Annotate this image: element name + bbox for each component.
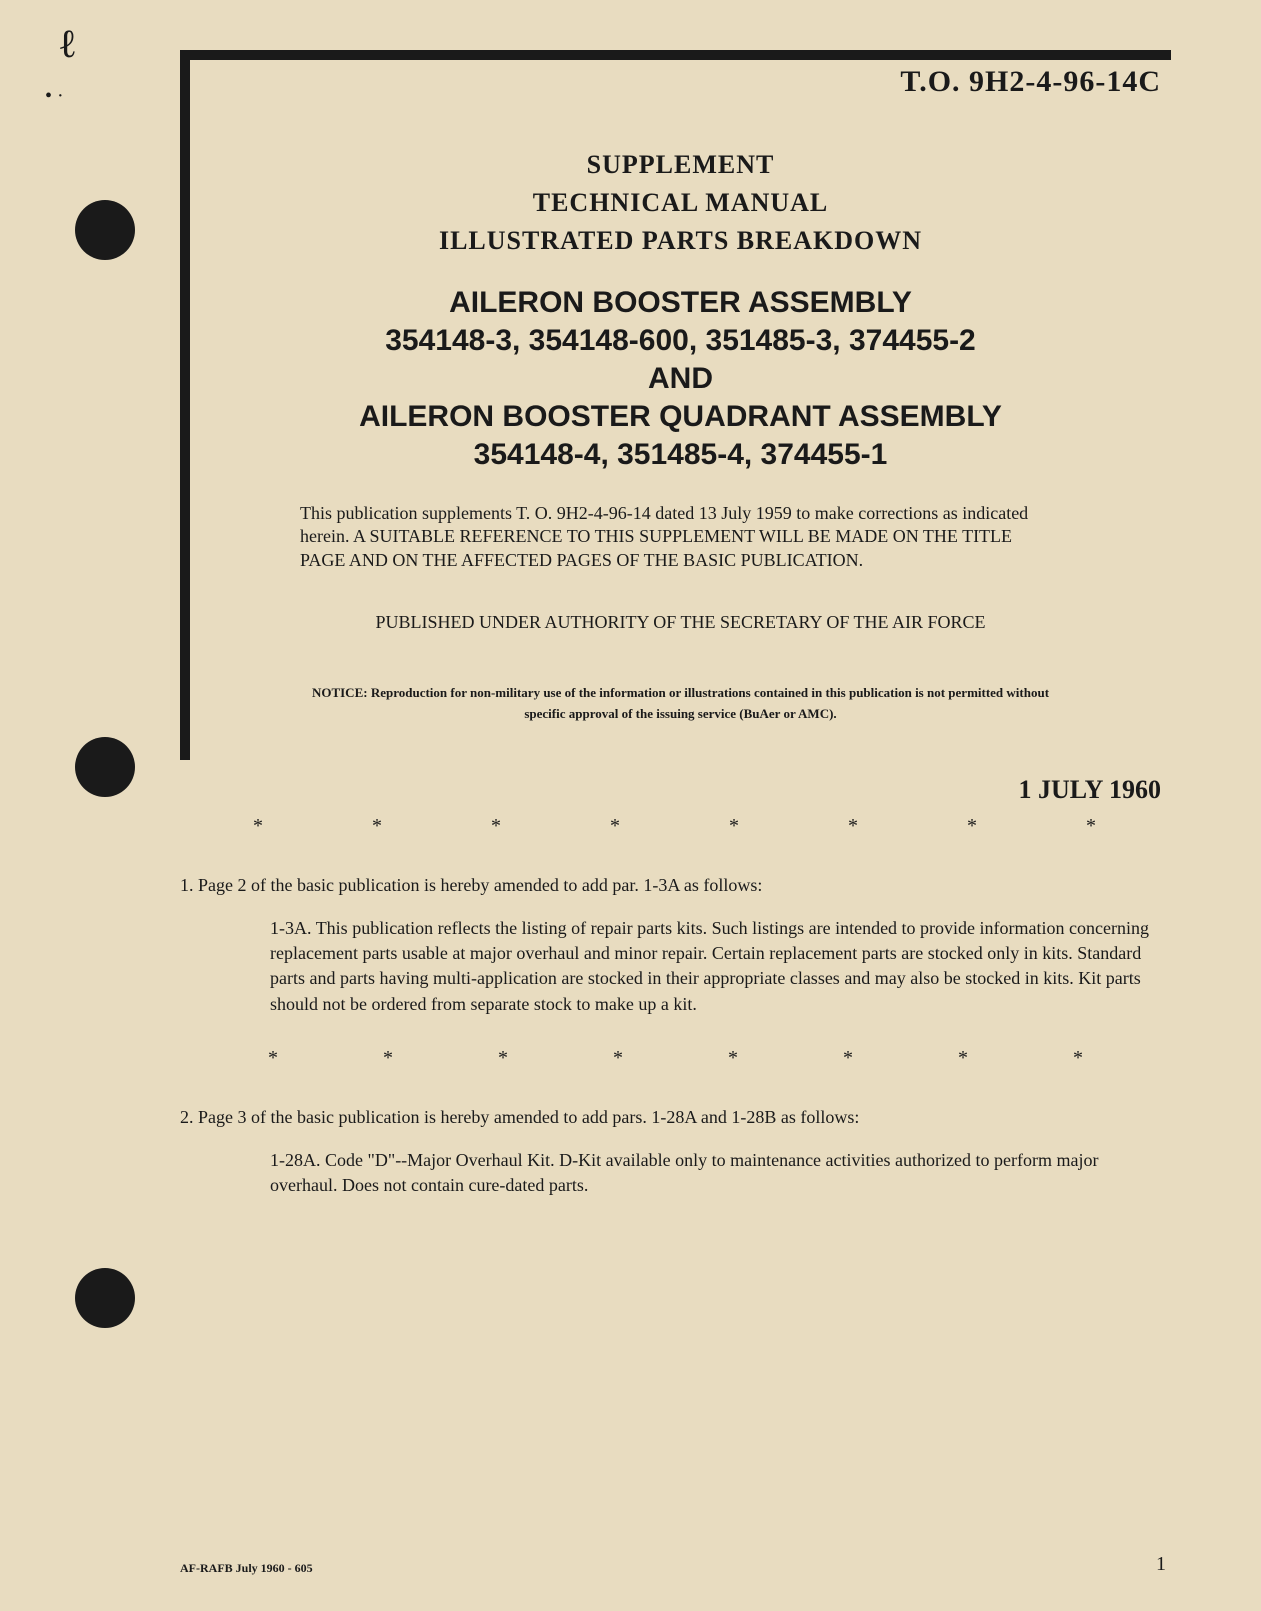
amendment-2-body: 1-28A. Code "D"--Major Overhaul Kit. D-K… [270, 1148, 1151, 1198]
page-number: 1 [1156, 1553, 1166, 1576]
para-label: 1-28A. [270, 1150, 321, 1170]
page-container: ℓ • · T.O. 9H2-4-96-14C SUPPLEMENT TECHN… [0, 0, 1261, 1611]
para-text: Code "D"--Major Overhaul Kit. D-Kit avai… [270, 1150, 1098, 1195]
hole-punch-icon [75, 200, 135, 260]
notice-block: NOTICE: Reproduction for non-military us… [300, 683, 1061, 725]
amendment-number: 2. [180, 1107, 194, 1127]
hole-punch-icon [75, 1268, 135, 1328]
authority-line: PUBLISHED UNDER AUTHORITY OF THE SECRETA… [240, 612, 1121, 633]
amendment-2-intro: 2. Page 3 of the basic publication is he… [180, 1105, 1171, 1130]
amendment-1-intro: 1. Page 2 of the basic publication is he… [180, 873, 1171, 898]
para-label: 1-3A. [270, 918, 312, 938]
notice-text: Reproduction for non-military use of the… [371, 685, 1049, 721]
assembly-2-name: AILERON BOOSTER QUADRANT ASSEMBLY [240, 400, 1121, 434]
assembly-2-parts: 354148-4, 351485-4, 374455-1 [240, 438, 1121, 472]
star-separator: * * * * * * * * [180, 1047, 1171, 1070]
amendment-number: 1. [180, 875, 194, 895]
doc-type-group: SUPPLEMENT TECHNICAL MANUAL ILLUSTRATED … [240, 150, 1121, 256]
assembly-1-name: AILERON BOOSTER ASSEMBLY [240, 286, 1121, 320]
amendment-intro-text: Page 3 of the basic publication is hereb… [198, 1107, 859, 1127]
page-mark-tick: ℓ [60, 20, 90, 60]
footer-left: AF-RAFB July 1960 - 605 [180, 1561, 313, 1576]
supplement-note: This publication supplements T. O. 9H2-4… [300, 502, 1061, 572]
doc-type-line-2: TECHNICAL MANUAL [240, 188, 1121, 218]
star-separator: * * * * * * * * [180, 815, 1171, 838]
para-text: This publication reflects the listing of… [270, 918, 1149, 1014]
doc-type-line-3: ILLUSTRATED PARTS BREAKDOWN [240, 226, 1121, 256]
amendment-intro-text: Page 2 of the basic publication is hereb… [198, 875, 762, 895]
amendment-1-body: 1-3A. This publication reflects the list… [270, 916, 1151, 1017]
amendment-2: 2. Page 3 of the basic publication is he… [180, 1105, 1171, 1199]
hole-punch-icon [75, 737, 135, 797]
to-number: T.O. 9H2-4-96-14C [900, 65, 1161, 99]
title-and: AND [240, 362, 1121, 396]
assembly-1-parts: 354148-3, 354148-600, 351485-3, 374455-2 [240, 324, 1121, 358]
title-border-box: T.O. 9H2-4-96-14C SUPPLEMENT TECHNICAL M… [180, 50, 1171, 760]
publication-date: 1 JULY 1960 [180, 775, 1171, 805]
title-group: AILERON BOOSTER ASSEMBLY 354148-3, 35414… [240, 286, 1121, 472]
notice-prefix: NOTICE: [312, 685, 368, 700]
doc-type-line-1: SUPPLEMENT [240, 150, 1121, 180]
page-mark-dot: • · [45, 85, 64, 108]
amendment-1: 1. Page 2 of the basic publication is he… [180, 873, 1171, 1017]
